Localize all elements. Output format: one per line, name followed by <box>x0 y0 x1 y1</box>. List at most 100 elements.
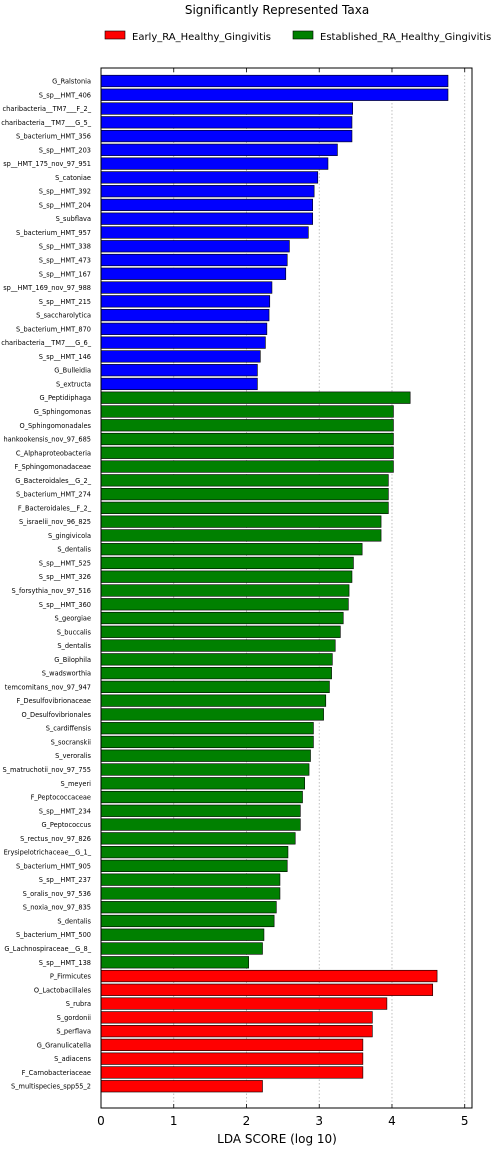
bar <box>100 460 394 473</box>
category-label: S_sp__HMT_167 <box>39 270 91 278</box>
legend: Early_RA_Healthy_Gingivitis Established_… <box>104 30 491 43</box>
bar <box>100 295 271 308</box>
bar <box>100 432 394 446</box>
bar <box>100 556 354 570</box>
bar <box>100 405 394 418</box>
category-label: G_Peptidiphaga <box>40 394 91 402</box>
bar <box>100 102 353 115</box>
bar <box>100 680 330 693</box>
bar <box>100 804 301 817</box>
bar <box>100 487 389 501</box>
category-label: S_gingivicola <box>48 532 91 540</box>
bar <box>100 639 336 652</box>
category-label: S_adiacens <box>54 1055 91 1063</box>
category-label: S_sp__HMT_406 <box>39 91 91 99</box>
category-label: S_sp__HMT_326 <box>39 573 91 581</box>
category-label: S_forsythia_nov_97_516 <box>11 587 91 595</box>
x-axis-label: LDA SCORE (log 10) <box>217 1132 337 1146</box>
bar <box>100 171 319 184</box>
category-label: S_subflava <box>56 215 91 223</box>
category-label: F_Peptococcaceae <box>31 794 91 802</box>
category-label: S_rubra <box>66 1000 91 1008</box>
bar <box>100 653 333 666</box>
bar <box>100 749 311 762</box>
legend-label-early: Early_RA_Healthy_Gingivitis <box>132 32 271 43</box>
bar <box>100 928 265 941</box>
category-label: S_sp__HMT_473 <box>39 257 91 265</box>
bar <box>100 350 261 363</box>
x-axis: 0 1 2 3 4 5 <box>97 68 469 1128</box>
category-label: S_bacterium_HMT_870 <box>16 325 91 333</box>
category-label: S_bacterium_HMT_356 <box>16 133 91 141</box>
category-label: sp__HMT_169_nov_97_988 <box>3 284 91 292</box>
bar <box>100 198 313 212</box>
category-label: G_Bacteroidales__G_2_ <box>15 477 91 485</box>
bar <box>100 185 315 198</box>
category-label: S_sp__HMT_392 <box>39 188 91 196</box>
category-label: S_bacterium_HMT_274 <box>16 491 91 499</box>
category-label: F_Desulfovibrionaceae <box>16 697 91 705</box>
category-label: S_dentalis <box>57 917 91 925</box>
bar <box>100 446 394 459</box>
category-label: F_Sphingomonadaceae <box>14 463 91 471</box>
category-label: S_perflava <box>56 1028 91 1036</box>
category-label: S_sp__HMT_338 <box>39 243 91 251</box>
category-label: G_Peptococcus <box>41 821 91 829</box>
bar <box>100 790 303 804</box>
bar <box>100 143 338 156</box>
category-label: G_Ralstonia <box>52 78 91 86</box>
bar <box>100 722 314 735</box>
category-label: S_sp__HMT_138 <box>39 959 91 967</box>
category-label: S_israelii_nov_96_825 <box>19 518 91 526</box>
bar <box>100 914 275 928</box>
x-tick-label: 5 <box>461 1114 469 1128</box>
bar <box>100 983 434 996</box>
category-label: S_georgiae <box>55 615 91 623</box>
bar <box>100 763 310 776</box>
bar <box>100 708 324 721</box>
bar <box>100 887 281 900</box>
category-label: S_bacterium_HMT_500 <box>16 931 91 939</box>
category-label: sp__HMT_175_nov_97_951 <box>3 160 91 168</box>
category-label: S_saccharolytica <box>36 312 91 320</box>
x-tick-label: 3 <box>315 1114 323 1128</box>
category-label: S_socranskii <box>51 738 92 746</box>
category-label: S_sp__HMT_203 <box>39 146 91 154</box>
category-label: S_extructa <box>56 380 91 388</box>
bar <box>100 1052 364 1065</box>
category-label: S_multispecies_spp55_2 <box>11 1083 91 1091</box>
category-label: S_meyeri <box>61 780 92 788</box>
bar <box>100 336 266 349</box>
category-label: temcomitans_nov_97_947 <box>5 683 91 691</box>
bar <box>100 501 389 514</box>
bar <box>100 832 296 845</box>
category-label: C_Alphaproteobacteria <box>16 449 91 457</box>
category-label: S_sp__HMT_234 <box>39 807 91 815</box>
bar <box>100 240 290 253</box>
bar <box>100 253 288 267</box>
category-label: charibacteria__TM7___G_6_ <box>1 339 91 347</box>
category-label: G_Bilophila <box>54 656 91 664</box>
bar <box>100 267 287 280</box>
bar <box>100 212 313 225</box>
bar <box>100 846 289 859</box>
category-label: S_sp__HMT_360 <box>39 601 91 609</box>
category-label: S_matruchotii_nov_97_755 <box>3 766 92 774</box>
bar <box>100 694 327 707</box>
category-label: charibacteria__TM7___G_5_ <box>1 119 91 127</box>
category-label: S_dentalis <box>57 546 91 554</box>
category-label: S_bacterium_HMT_957 <box>16 229 91 237</box>
category-label: F_Bacteroidales__F_2_ <box>18 504 92 512</box>
category-label: S_veroralis <box>55 752 91 760</box>
category-label: F_Carnobacteriaceae <box>22 1069 91 1077</box>
x-tick-label: 1 <box>170 1114 178 1128</box>
category-label: O_Sphingomonadales <box>20 422 92 430</box>
bars-group <box>100 74 449 1093</box>
category-label: S_sp__HMT_204 <box>39 201 91 209</box>
category-label: S_noxia_nov_97_835 <box>23 904 91 912</box>
category-label: S_cardiffensis <box>46 725 92 733</box>
bar <box>100 391 411 404</box>
category-label: S_dentalis <box>57 642 91 650</box>
bar <box>100 364 258 377</box>
